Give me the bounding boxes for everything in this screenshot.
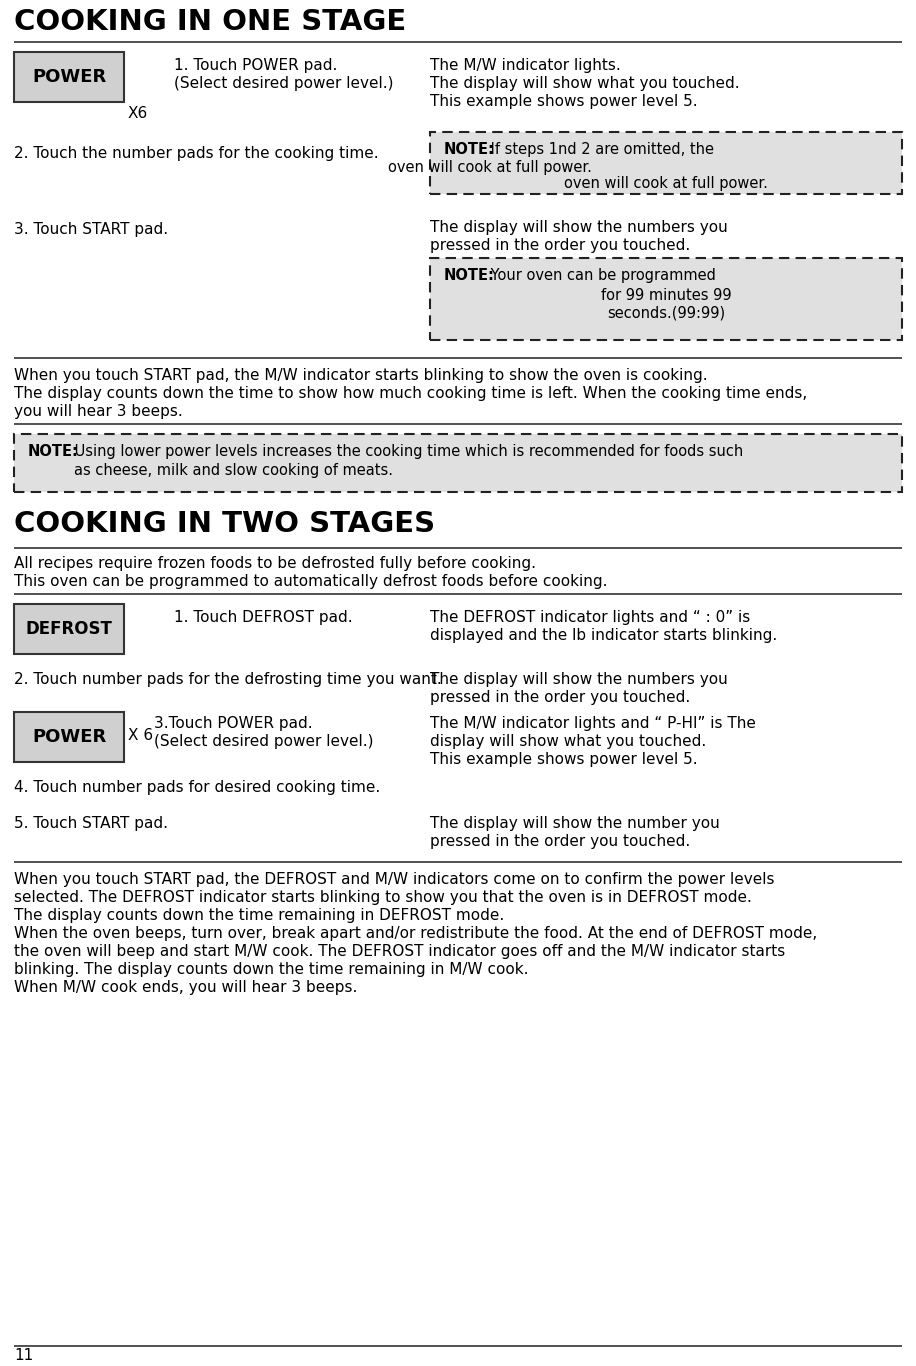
Text: When the oven beeps, turn over, break apart and/or redistribute the food. At the: When the oven beeps, turn over, break ap… — [14, 926, 817, 941]
Text: 2. Touch number pads for the defrosting time you want.: 2. Touch number pads for the defrosting … — [14, 672, 442, 687]
Text: The display will show the number you: The display will show the number you — [430, 816, 720, 831]
Text: The display counts down the time to show how much cooking time is left. When the: The display counts down the time to show… — [14, 387, 807, 402]
Text: pressed in the order you touched.: pressed in the order you touched. — [430, 238, 691, 253]
FancyBboxPatch shape — [14, 434, 902, 492]
FancyBboxPatch shape — [14, 712, 124, 762]
Text: This example shows power level 5.: This example shows power level 5. — [430, 94, 698, 109]
Text: The display counts down the time remaining in DEFROST mode.: The display counts down the time remaini… — [14, 908, 504, 923]
Text: pressed in the order you touched.: pressed in the order you touched. — [430, 690, 691, 705]
Text: (Select desired power level.): (Select desired power level.) — [174, 76, 394, 92]
Text: 11: 11 — [14, 1348, 33, 1363]
Text: (Select desired power level.): (Select desired power level.) — [154, 734, 374, 749]
Text: pressed in the order you touched.: pressed in the order you touched. — [430, 835, 691, 850]
Text: DEFROST: DEFROST — [26, 620, 113, 638]
Text: 1. Touch POWER pad.: 1. Touch POWER pad. — [174, 57, 337, 72]
Text: 3.Touch POWER pad.: 3.Touch POWER pad. — [154, 716, 312, 731]
Text: NOTE:: NOTE: — [444, 142, 495, 157]
Text: 4. Touch number pads for desired cooking time.: 4. Touch number pads for desired cooking… — [14, 780, 380, 795]
Text: If steps 1nd 2 are omitted, the: If steps 1nd 2 are omitted, the — [486, 142, 714, 157]
Text: POWER: POWER — [32, 728, 106, 746]
Text: POWER: POWER — [32, 68, 106, 86]
Text: displayed and the lb indicator starts blinking.: displayed and the lb indicator starts bl… — [430, 628, 778, 643]
Text: NOTE:: NOTE: — [28, 444, 79, 459]
Text: 5. Touch START pad.: 5. Touch START pad. — [14, 816, 168, 831]
Text: Your oven can be programmed: Your oven can be programmed — [486, 268, 716, 283]
Text: oven will cook at full power.: oven will cook at full power. — [564, 176, 768, 191]
Text: 2. Touch the number pads for the cooking time.: 2. Touch the number pads for the cooking… — [14, 146, 378, 161]
Text: as cheese, milk and slow cooking of meats.: as cheese, milk and slow cooking of meat… — [74, 463, 393, 478]
Text: X6: X6 — [128, 107, 148, 122]
Text: X 6: X 6 — [128, 728, 153, 743]
Text: 3. Touch START pad.: 3. Touch START pad. — [14, 223, 169, 236]
Text: When you touch START pad, the DEFROST and M/W indicators come on to confirm the : When you touch START pad, the DEFROST an… — [14, 872, 775, 887]
Text: This example shows power level 5.: This example shows power level 5. — [430, 753, 698, 766]
Text: The DEFROST indicator lights and “ : 0” is: The DEFROST indicator lights and “ : 0” … — [430, 611, 750, 626]
Text: the oven will beep and start M/W cook. The DEFROST indicator goes off and the M/: the oven will beep and start M/W cook. T… — [14, 944, 785, 959]
Text: selected. The DEFROST indicator starts blinking to show you that the oven is in : selected. The DEFROST indicator starts b… — [14, 891, 752, 906]
Text: NOTE:: NOTE: — [444, 268, 495, 283]
Text: This oven can be programmed to automatically defrost foods before cooking.: This oven can be programmed to automatic… — [14, 574, 607, 589]
Text: oven will cook at full power.: oven will cook at full power. — [388, 160, 592, 175]
Text: The display will show the numbers you: The display will show the numbers you — [430, 220, 727, 235]
FancyBboxPatch shape — [14, 604, 124, 654]
FancyBboxPatch shape — [14, 52, 124, 102]
Text: The display will show what you touched.: The display will show what you touched. — [430, 76, 739, 92]
Text: The display will show the numbers you: The display will show the numbers you — [430, 672, 727, 687]
Text: When you touch START pad, the M/W indicator starts blinking to show the oven is : When you touch START pad, the M/W indica… — [14, 367, 708, 382]
Text: COOKING IN TWO STAGES: COOKING IN TWO STAGES — [14, 510, 435, 538]
Text: display will show what you touched.: display will show what you touched. — [430, 734, 706, 749]
Text: COOKING IN ONE STAGE: COOKING IN ONE STAGE — [14, 8, 407, 36]
Text: The M/W indicator lights.: The M/W indicator lights. — [430, 57, 621, 72]
Text: All recipes require frozen foods to be defrosted fully before cooking.: All recipes require frozen foods to be d… — [14, 556, 536, 571]
Text: 1. Touch DEFROST pad.: 1. Touch DEFROST pad. — [174, 611, 353, 626]
FancyBboxPatch shape — [430, 258, 902, 340]
Text: blinking. The display counts down the time remaining in M/W cook.: blinking. The display counts down the ti… — [14, 962, 529, 977]
Text: When M/W cook ends, you will hear 3 beeps.: When M/W cook ends, you will hear 3 beep… — [14, 979, 357, 994]
Text: you will hear 3 beeps.: you will hear 3 beeps. — [14, 404, 183, 419]
Text: for 99 minutes 99: for 99 minutes 99 — [601, 288, 731, 303]
FancyBboxPatch shape — [430, 133, 902, 194]
Text: seconds.(99:99): seconds.(99:99) — [607, 306, 725, 321]
Text: The M/W indicator lights and “ P-HI” is The: The M/W indicator lights and “ P-HI” is … — [430, 716, 756, 731]
Text: Using lower power levels increases the cooking time which is recommended for foo: Using lower power levels increases the c… — [70, 444, 743, 459]
